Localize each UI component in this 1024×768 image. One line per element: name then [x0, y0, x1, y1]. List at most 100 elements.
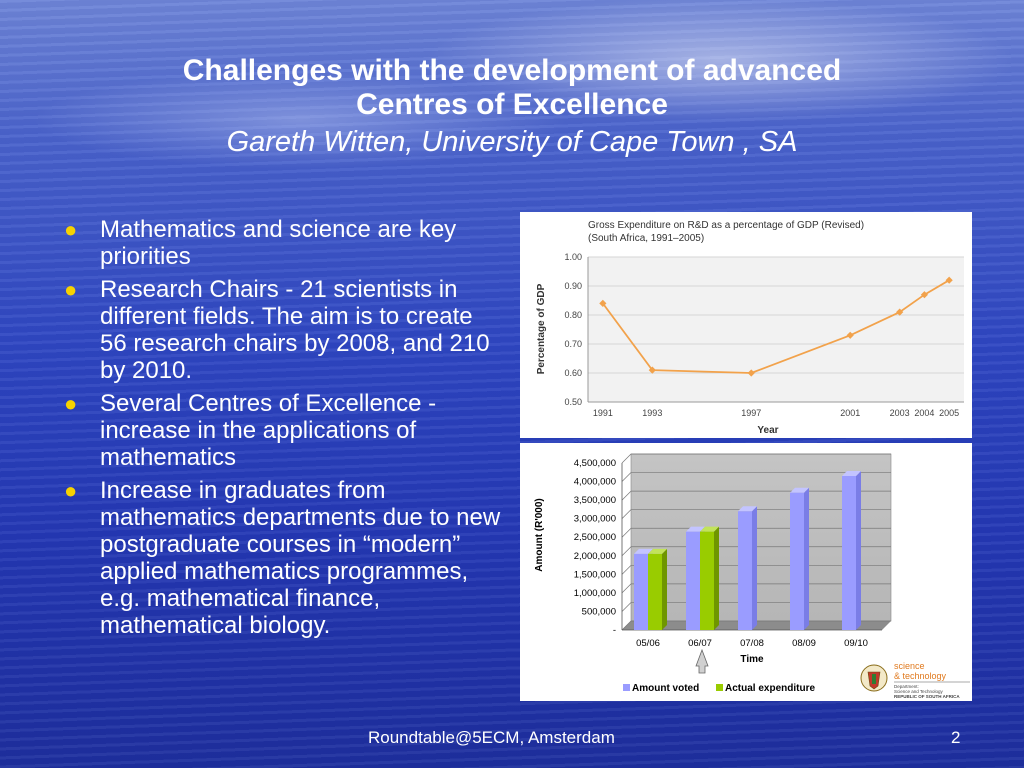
bar-amount-voted	[634, 553, 648, 630]
logo-small-2: Science and Technology	[894, 689, 943, 694]
logo-text-technology: & technology	[894, 671, 947, 681]
bar-x-tick-label: 08/09	[792, 638, 816, 649]
bar-y-tick-label: 1,000,000	[574, 588, 616, 599]
bullet-text: Research Chairs - 21 scientists in diffe…	[100, 276, 490, 384]
bar-side-face	[804, 487, 809, 630]
legend-label-amount-voted: Amount voted	[632, 683, 699, 694]
bar-y-tick-label: 3,500,000	[574, 495, 616, 506]
bar-gridline-diag	[621, 583, 632, 594]
logo-small-3: REPUBLIC OF SOUTH AFRICA	[894, 694, 960, 699]
bullet-icon: ●	[64, 478, 78, 503]
bar-top-face	[634, 548, 653, 554]
bar-x-tick-label: 07/08	[740, 638, 764, 649]
line-y-tick-label: 0.60	[564, 368, 582, 378]
bar-gridline-diag	[621, 527, 632, 538]
logo-small-1: Department:	[894, 684, 919, 689]
bar-y-tick-label: 4,000,000	[574, 477, 616, 488]
bar-y-tick-label: 4,500,000	[574, 458, 616, 469]
bar-y-tick-label: 1,500,000	[574, 569, 616, 580]
title-line-2: Centres of Excellence	[356, 88, 668, 121]
budget-bar-chart-panel: 4,500,000 4,000,000 3,500,000 3,000,000 2,50…	[520, 443, 972, 701]
line-y-tick-label: 0.50	[564, 397, 582, 407]
bar-y-tick-label: 500,000	[582, 606, 616, 617]
bar-top-face	[790, 487, 809, 493]
bar-y-tick-label: 2,500,000	[574, 532, 616, 543]
line-x-tick-label: 2001	[840, 408, 860, 418]
bar-gridline-diag	[621, 490, 632, 501]
rd-line-chart: Gross Expenditure on R&D as a percentage…	[536, 220, 964, 436]
rd-data-point	[945, 276, 953, 284]
title-line-1: Challenges with the development of advan…	[182, 54, 842, 87]
line-y-tick-label: 0.80	[564, 310, 582, 320]
bullet-item: ● Research Chairs - 21 scientists in diff…	[62, 276, 502, 384]
line-chart-title: Gross Expenditure on R&D as a percentage…	[588, 220, 864, 231]
rd-data-point	[846, 331, 854, 339]
bullet-item: ● Several Centres of Excellence - increas…	[62, 390, 502, 471]
bar-gridline-diag	[621, 565, 632, 575]
bullet-text: Increase in graduates from mathematics d…	[100, 477, 501, 639]
bullet-icon: ●	[64, 391, 78, 416]
bullet-item: ● Mathematics and science are key priorit…	[62, 216, 502, 270]
bullet-icon: ●	[64, 217, 78, 242]
bar-side-face	[856, 470, 861, 630]
slide-subtitle: Gareth Witten, University of Cape Town ,…	[226, 126, 798, 158]
bar-x-tick-label: 06/07	[688, 638, 712, 649]
rd-line-chart-panel: Gross Expenditure on R&D as a percentage…	[520, 212, 972, 438]
bullet-list: ● Mathematics and science are key priorit…	[62, 216, 502, 645]
logo-text-science: science	[894, 661, 925, 671]
line-x-tick-label: 1993	[642, 408, 662, 418]
legend-swatch-actual-expenditure	[716, 684, 723, 691]
bar-amount-voted	[686, 531, 700, 630]
legend-label-actual-expenditure: Actual expenditure	[725, 683, 815, 694]
bar-gridline-diag	[621, 546, 632, 557]
bar-side-face	[714, 526, 719, 630]
line-y-tick-label: 1.00	[564, 252, 582, 262]
bar-top-face	[842, 470, 861, 476]
bar-actual-expenditure	[648, 553, 662, 630]
bar-amount-voted	[738, 511, 752, 630]
line-plot-area	[588, 257, 964, 402]
line-x-tick-label: 2005	[939, 408, 959, 418]
bar-y-tick-label: 3,000,000	[574, 514, 616, 525]
bar-gridline-diag	[621, 602, 632, 612]
bullet-text: Mathematics and science are key prioriti…	[100, 216, 457, 270]
bar-top-face	[738, 506, 757, 512]
bullet-text: Several Centres of Excellence - increase…	[100, 390, 437, 471]
rd-data-point	[920, 291, 929, 299]
bar-side-face	[752, 506, 757, 630]
line-x-tick-label: 1991	[593, 408, 613, 418]
footer-text: Roundtable@5ECM, Amsterdam	[368, 728, 615, 747]
arrow-up-icon	[695, 648, 709, 674]
bar-gridline-diag	[621, 453, 632, 464]
line-chart-xlabel: Year	[757, 425, 778, 436]
line-x-tick-label: 1997	[741, 408, 761, 418]
bar-y-tick-label: 2,000,000	[574, 551, 616, 562]
bar-x-tick-label: 05/06	[636, 638, 660, 649]
bar-top-face	[648, 548, 667, 554]
bar-amount-voted	[842, 475, 856, 630]
line-chart-subtitle: (South Africa, 1991–2005)	[588, 233, 704, 244]
dst-logo: science & technology Department: Science…	[860, 661, 970, 699]
bar-gridline-diag	[621, 509, 632, 519]
bar-x-tick-label: 09/10	[844, 638, 868, 649]
bullet-icon: ●	[64, 277, 78, 302]
bar-gridline-diag	[621, 472, 632, 482]
bar-top-face	[700, 526, 719, 532]
budget-bar-chart: 4,500,000 4,000,000 3,500,000 3,000,000 2,50…	[534, 453, 970, 699]
bar-top-face	[686, 526, 705, 532]
rd-data-point	[747, 369, 755, 377]
bullet-item: ● Increase in graduates from mathematics …	[62, 477, 502, 639]
bar-chart-ylabel: Amount (R'000)	[534, 498, 545, 572]
line-chart-ylabel: Percentage of GDP	[536, 283, 547, 374]
line-y-tick-label: 0.90	[564, 281, 582, 291]
bar-chart-xlabel: Time	[740, 654, 764, 665]
line-y-tick-label: 0.70	[564, 339, 582, 349]
slide-title-block: Challenges with the development of advan…	[0, 54, 1024, 160]
bar-amount-voted	[790, 492, 804, 630]
bar-actual-expenditure	[700, 531, 714, 630]
page-number: 2	[951, 728, 961, 747]
bar-y-tick-label: -	[613, 625, 616, 636]
legend-swatch-amount-voted	[623, 684, 630, 691]
bar-chart-legend: Amount voted Actual expenditure	[623, 683, 815, 694]
bar-side-face	[662, 548, 667, 630]
